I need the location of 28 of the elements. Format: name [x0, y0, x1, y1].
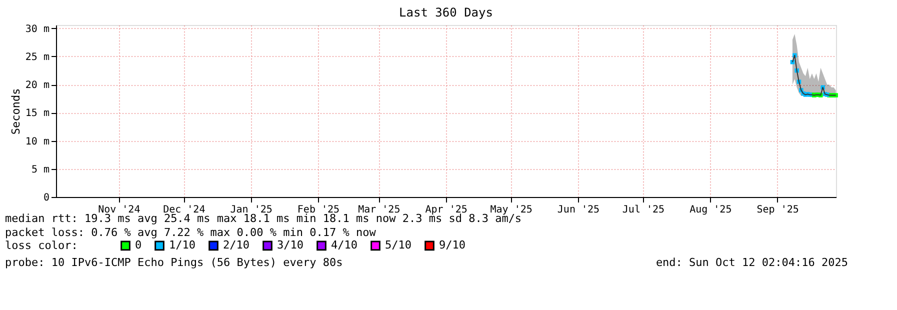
y-axis-title: Seconds — [9, 88, 22, 135]
y-tick-label: 25 m — [25, 52, 50, 63]
y-tick-label: 20 m — [25, 80, 50, 92]
legend-label: 4/10 — [331, 238, 358, 252]
x-tick-label: Mar '25 — [358, 204, 400, 216]
legend-label: 2/10 — [223, 238, 250, 252]
line-series — [792, 54, 836, 96]
x-tick-label: Jul '25 — [622, 204, 665, 216]
legend-label: 3/10 — [277, 238, 304, 252]
text: packet loss: 0.76 % avg 7.22 % max 0.00 % min 0.17 % now — [5, 226, 376, 239]
text: probe: 10 IPv6-ICMP Echo Pings (56 Bytes) every 80s — [5, 256, 343, 269]
y-tick-label: 0 — [43, 192, 50, 204]
x-tick-label: May '25 — [490, 204, 532, 216]
legend-label: 1/10 — [169, 238, 196, 252]
x-tick-label: Apr '25 — [425, 204, 468, 216]
y-tick-label: 10 m — [25, 136, 50, 148]
chart-title: Last 360 Days — [399, 5, 493, 20]
legend-label: 9/10 — [439, 238, 466, 252]
legend-title: loss color: — [5, 239, 78, 252]
legend-label: 5/10 — [385, 238, 412, 252]
y-tick-label: 15 m — [25, 108, 50, 120]
text: end: Sun Oct 12 02:04:16 2025 — [656, 256, 848, 269]
legend-label: 0 — [135, 238, 142, 252]
x-tick-label: Jun '25 — [557, 204, 600, 216]
x-tick-label: Aug '25 — [690, 204, 732, 216]
x-tick-label: Sep '25 — [756, 204, 799, 216]
y-tick-label: 30 m — [25, 24, 50, 35]
y-tick-label: 5 m — [31, 164, 50, 176]
